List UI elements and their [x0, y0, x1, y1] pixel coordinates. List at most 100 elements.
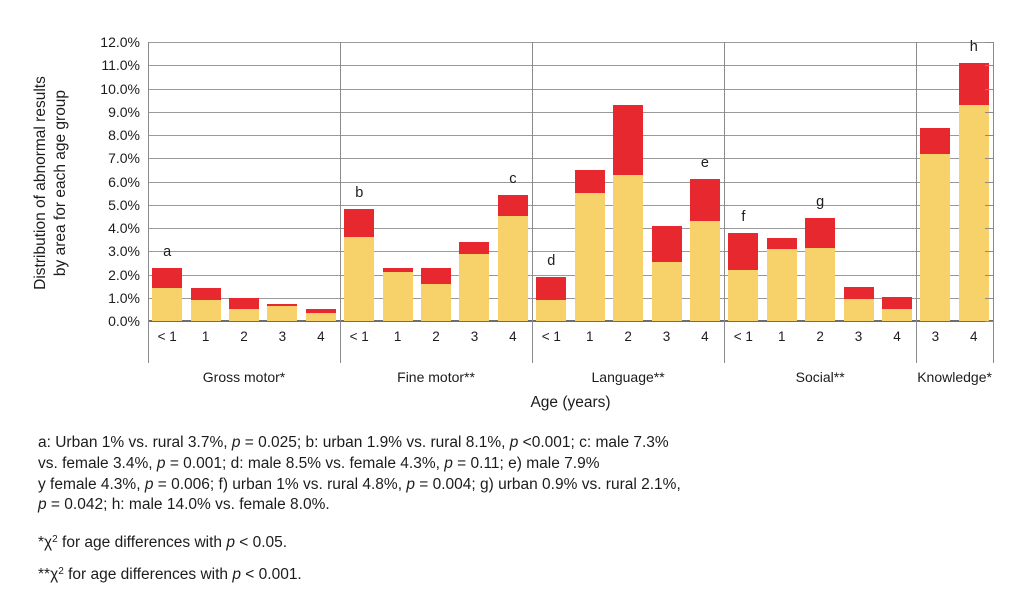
category-label: < 1: [733, 329, 753, 344]
footnote-line: p = 0.042; h: male 14.0% vs. female 8.0%…: [38, 496, 330, 514]
gridline: [148, 251, 993, 253]
bar-segment-yellow: [613, 174, 644, 321]
bar-segment-red: [613, 104, 644, 175]
gridline: [148, 274, 993, 276]
bar-segment-red: [805, 217, 836, 248]
bar-segment-red: [267, 303, 298, 306]
bar-segment-yellow: [766, 248, 797, 321]
y-tick-label: 10.0%: [100, 80, 140, 97]
category-label: 1: [585, 329, 594, 344]
bar-segment-yellow: [843, 298, 874, 321]
right-axis-tick: [985, 111, 994, 113]
bar-segment-red: [728, 232, 759, 270]
bar-segment-yellow: [229, 309, 260, 321]
bar-annotation-letter: g: [816, 193, 825, 210]
y-tick-label: 9.0%: [108, 103, 140, 120]
chi-square-note-2: **χ2 for age differences with p < 0.001.: [38, 566, 302, 583]
bar-segment-yellow: [152, 288, 183, 321]
bar-segment-red: [920, 128, 951, 154]
bar-annotation-letter: c: [509, 171, 517, 188]
bar-segment-yellow: [267, 305, 298, 321]
bar-segment-red: [574, 169, 605, 194]
bar-segment-yellow: [689, 221, 720, 321]
bar-annotation-letter: a: [163, 243, 172, 260]
category-label: 2: [240, 329, 248, 344]
bar-segment-yellow: [190, 300, 221, 321]
right-axis-tick: [985, 297, 994, 299]
category-label: 1: [777, 329, 786, 344]
gridline: [148, 204, 993, 206]
gridline: [148, 228, 993, 229]
category-label: < 1: [349, 329, 369, 344]
category-label: 4: [317, 329, 325, 344]
bar-annotation-letter: d: [547, 252, 556, 269]
bar-segment-red: [497, 195, 528, 217]
bar-segment-red: [536, 276, 567, 301]
bar-segment-yellow: [382, 272, 413, 321]
category-label: 3: [854, 329, 863, 344]
footnote-line: a: Urban 1% vs. rural 3.7%, p = 0.025; b…: [38, 434, 669, 451]
category-label: 2: [816, 329, 824, 344]
gridline: [148, 42, 993, 43]
bar-segment-red: [689, 179, 720, 222]
bar-segment-yellow: [459, 253, 490, 321]
gridline: [148, 297, 993, 299]
bar-segment-red: [305, 309, 336, 313]
category-label: 4: [893, 329, 901, 344]
bar-annotation-letter: b: [355, 185, 364, 202]
bar-segment-yellow: [805, 247, 836, 321]
bar-annotation-letter: h: [969, 38, 978, 55]
bar-segment-yellow: [728, 269, 759, 321]
group-label: Language**: [591, 369, 665, 385]
right-axis-tick: [985, 321, 994, 322]
bar-annotation-letter: e: [700, 155, 709, 172]
bar-segment-yellow: [651, 261, 682, 321]
bar-annotation-letter: f: [741, 208, 746, 225]
category-label: 4: [509, 329, 517, 344]
y-axis-title-line1: Distribution of abnormal results: [32, 76, 49, 290]
y-tick-label: 8.0%: [108, 127, 140, 143]
right-axis-tick: [985, 65, 994, 67]
bar-segment-red: [421, 267, 452, 284]
bar-segment-red: [651, 225, 682, 262]
category-label: 2: [432, 329, 440, 344]
bar-segment-red: [881, 296, 912, 310]
category-label: 4: [970, 329, 978, 344]
group-label: Gross motor*: [202, 369, 286, 385]
gridline: [148, 181, 993, 183]
bar-segment-red: [152, 267, 183, 289]
category-label: 3: [470, 329, 479, 344]
gridline: [148, 158, 993, 160]
right-axis-tick: [985, 135, 994, 136]
group-separator-line: [340, 42, 342, 363]
gridline: [148, 135, 993, 136]
y-tick-label: 3.0%: [108, 243, 140, 260]
y-axis-title: Distribution of abnormal results by area…: [31, 33, 73, 333]
category-label: 2: [624, 329, 632, 344]
bar-segment-yellow: [536, 300, 567, 321]
y-tick-label: 5.0%: [108, 196, 140, 213]
bar-segment-yellow: [881, 309, 912, 321]
group-label: Knowledge*: [917, 369, 992, 385]
group-separator-line: [724, 42, 726, 363]
bar-segment-yellow: [920, 153, 951, 321]
category-label: < 1: [541, 329, 561, 344]
bar-segment-red: [190, 288, 221, 301]
gridline: [148, 111, 993, 113]
footnote-line: vs. female 3.4%, p = 0.001; d: male 8.5%…: [38, 454, 600, 472]
bar-segment-yellow: [421, 283, 452, 321]
y-tick-label: 7.0%: [108, 150, 140, 167]
y-tick-label: 2.0%: [108, 266, 140, 283]
category-label: 4: [701, 329, 709, 344]
bar-segment-red: [766, 238, 797, 249]
plot-left-border: [148, 42, 149, 363]
right-axis-tick: [985, 251, 994, 253]
bar-segment-yellow: [305, 312, 336, 321]
gridline: [148, 65, 993, 67]
bar-segment-yellow: [497, 216, 528, 321]
bar-segment-red: [843, 287, 874, 299]
right-axis-tick: [985, 274, 994, 276]
x-axis-baseline: [148, 320, 993, 322]
y-tick-label: 4.0%: [108, 220, 140, 236]
y-tick-label: 6.0%: [108, 173, 140, 190]
